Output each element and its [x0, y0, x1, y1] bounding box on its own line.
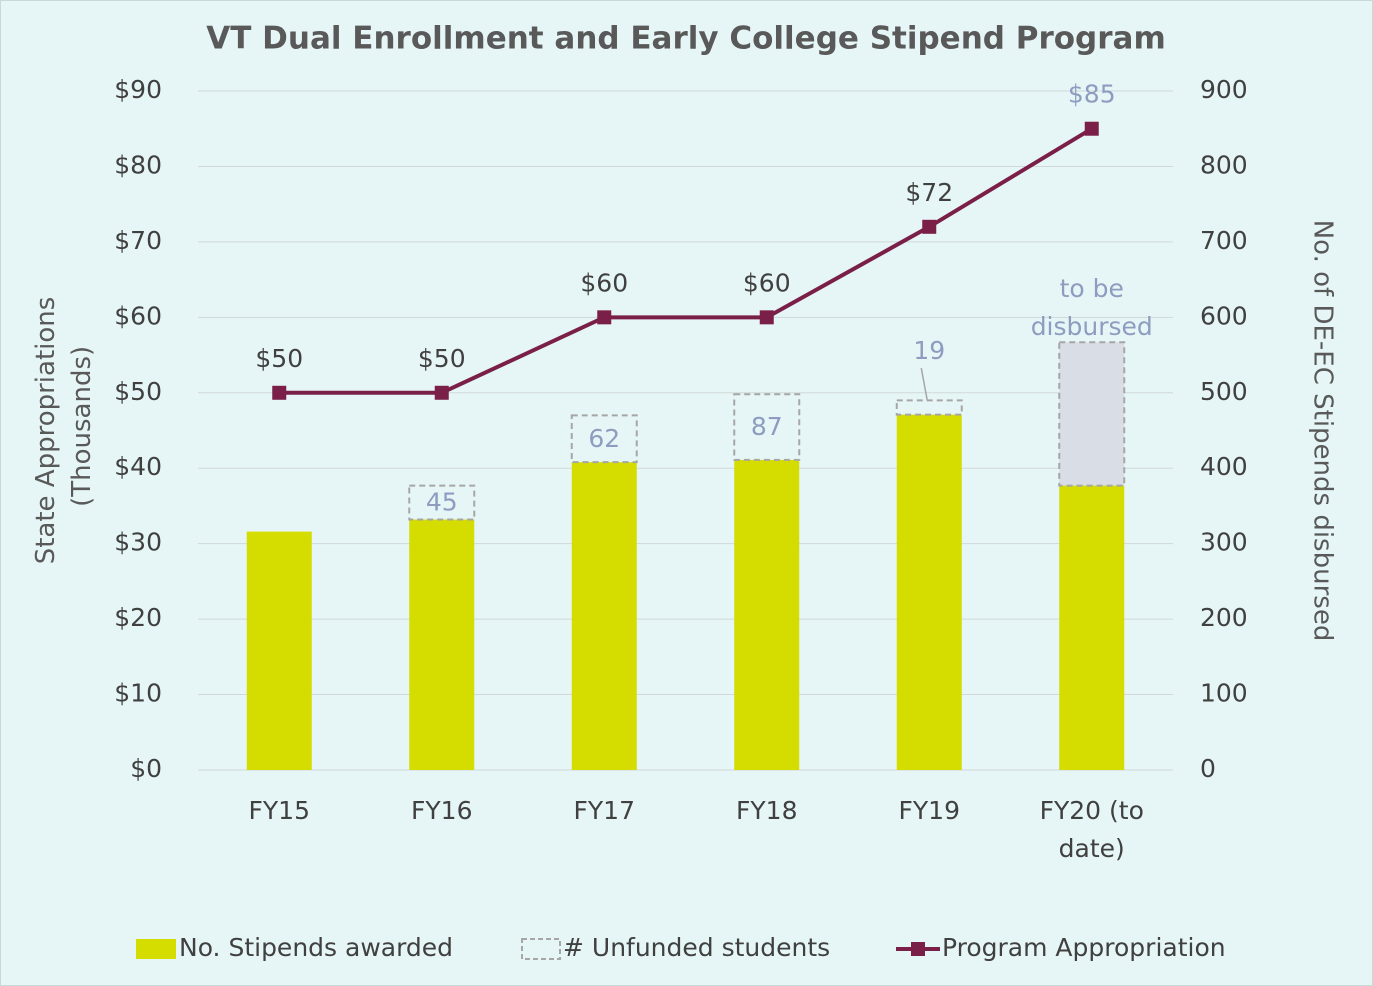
- y2-tick-label: 500: [1200, 377, 1248, 406]
- data-label: $85: [1068, 80, 1116, 109]
- chart-title: VT Dual Enrollment and Early College Sti…: [206, 21, 1166, 57]
- x-tick-label: FY20 (to date): [1040, 796, 1144, 863]
- unfunded-box: [895, 399, 963, 416]
- legend-swatch: [521, 938, 561, 960]
- bar: [896, 414, 962, 770]
- line-marker: [272, 385, 287, 400]
- y2-tick-label: 200: [1200, 603, 1248, 632]
- unfunded-box: [733, 393, 801, 461]
- y2-tick-label: 100: [1200, 679, 1248, 708]
- y2-tick-label: 300: [1200, 528, 1248, 557]
- y2-tick-label: 900: [1200, 75, 1248, 104]
- y-tick-label: $30: [114, 528, 162, 557]
- data-label: $60: [580, 268, 628, 297]
- bar: [1059, 485, 1125, 770]
- x-tick-label: FY19: [899, 796, 960, 825]
- y2-tick-label: 400: [1200, 452, 1248, 481]
- legend-swatch: [911, 942, 925, 956]
- unfunded-box: [570, 414, 638, 464]
- data-label: 45: [426, 488, 458, 517]
- x-tick-label: FY17: [574, 796, 635, 825]
- y2-tick-label: 600: [1200, 301, 1248, 330]
- y-tick-label: $0: [130, 754, 162, 783]
- y-axis-title: State Appropriations (Thousands): [31, 297, 97, 565]
- line-marker: [434, 385, 449, 400]
- line-marker: [1084, 121, 1099, 136]
- y-tick-label: $50: [114, 377, 162, 406]
- legend-label: No. Stipends awarded: [179, 933, 453, 962]
- line-marker: [759, 310, 774, 325]
- y-tick-label: $40: [114, 452, 162, 481]
- legend-swatch: [136, 939, 176, 959]
- bar: [734, 459, 800, 770]
- y-tick-label: $20: [114, 603, 162, 632]
- legend-label: # Unfunded students: [563, 933, 830, 962]
- y2-tick-label: 0: [1200, 754, 1216, 783]
- y-tick-label: $90: [114, 75, 162, 104]
- data-label: $50: [418, 344, 466, 373]
- leader-line: [920, 367, 928, 401]
- bar: [571, 462, 637, 770]
- y2-tick-label: 800: [1200, 150, 1248, 179]
- data-label: 62: [588, 424, 620, 453]
- data-label: $60: [743, 268, 791, 297]
- annotation: to be disbursed: [1031, 274, 1153, 341]
- data-label: $50: [255, 344, 303, 373]
- data-label: $72: [905, 178, 953, 207]
- x-tick-label: FY18: [736, 796, 797, 825]
- y2-tick-label: 700: [1200, 226, 1248, 255]
- data-label: 87: [751, 412, 783, 441]
- unfunded-box: [1058, 341, 1126, 487]
- bar: [409, 519, 475, 770]
- line-marker: [922, 219, 937, 234]
- bar: [246, 531, 312, 770]
- y-tick-label: $70: [114, 226, 162, 255]
- data-label: 19: [913, 336, 945, 365]
- line: [279, 127, 1093, 395]
- legend-label: Program Appropriation: [942, 933, 1226, 962]
- x-tick-label: FY15: [249, 796, 310, 825]
- y-tick-label: $10: [114, 679, 162, 708]
- y-tick-label: $80: [114, 150, 162, 179]
- unfunded-box: [408, 484, 476, 521]
- y-tick-label: $60: [114, 301, 162, 330]
- y2-axis-title: No. of DE-EC Stipends disbursed: [1308, 220, 1338, 642]
- x-tick-label: FY16: [411, 796, 472, 825]
- line-marker: [597, 310, 612, 325]
